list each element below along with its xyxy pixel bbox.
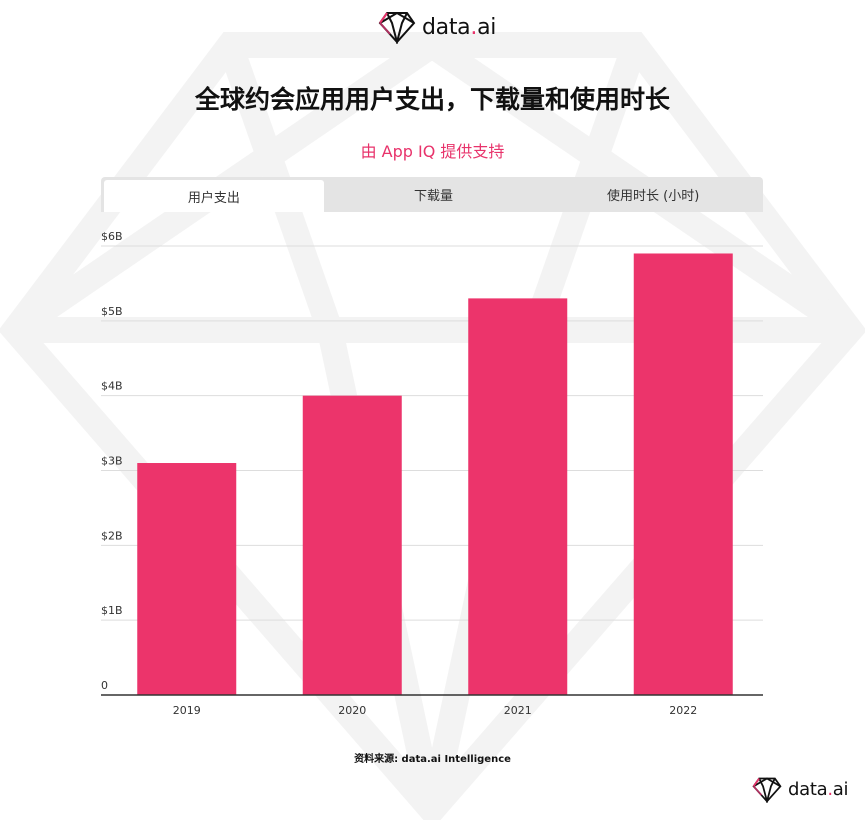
x-tick-label: 2021 bbox=[504, 704, 532, 717]
y-tick-label: $4B bbox=[101, 380, 123, 393]
x-tick-label: 2020 bbox=[338, 704, 366, 717]
page-subtitle: 由 App IQ 提供支持 bbox=[360, 142, 505, 161]
x-tick-label: 2022 bbox=[669, 704, 697, 717]
bar-2022 bbox=[633, 253, 733, 695]
x-tick-label: 2019 bbox=[173, 704, 201, 717]
brand-name: data.ai bbox=[422, 14, 497, 40]
tab-user-spend[interactable]: 用户支出 bbox=[104, 180, 324, 212]
y-tick-label: $5B bbox=[101, 305, 123, 318]
bar-2021 bbox=[468, 298, 568, 695]
y-tick-label: $6B bbox=[101, 230, 123, 243]
source-note: 资料来源: data.ai Intelligence bbox=[354, 754, 511, 765]
y-tick-label: 0 bbox=[101, 679, 108, 692]
bar-2019 bbox=[137, 463, 237, 695]
tab-usage-hours[interactable]: 使用时长 (小时) bbox=[607, 189, 700, 204]
brand-logo-top: data.ai bbox=[378, 10, 496, 44]
bar-2020 bbox=[302, 395, 402, 695]
tab-bar: 用户支出 下载量 使用时长 (小时) bbox=[101, 177, 763, 212]
y-tick-label: $2B bbox=[101, 529, 123, 542]
brand-name: data.ai bbox=[788, 779, 849, 800]
y-tick-label: $3B bbox=[101, 455, 123, 468]
page-title: 全球约会应用用户支出，下载量和使用时长 bbox=[194, 85, 670, 114]
brand-logo-bottom: data.ai bbox=[752, 776, 849, 803]
y-tick-label: $1B bbox=[101, 604, 123, 617]
diamond-logo-icon bbox=[378, 11, 416, 44]
diamond-logo-icon bbox=[752, 777, 782, 803]
tab-downloads[interactable]: 下载量 bbox=[414, 189, 454, 204]
